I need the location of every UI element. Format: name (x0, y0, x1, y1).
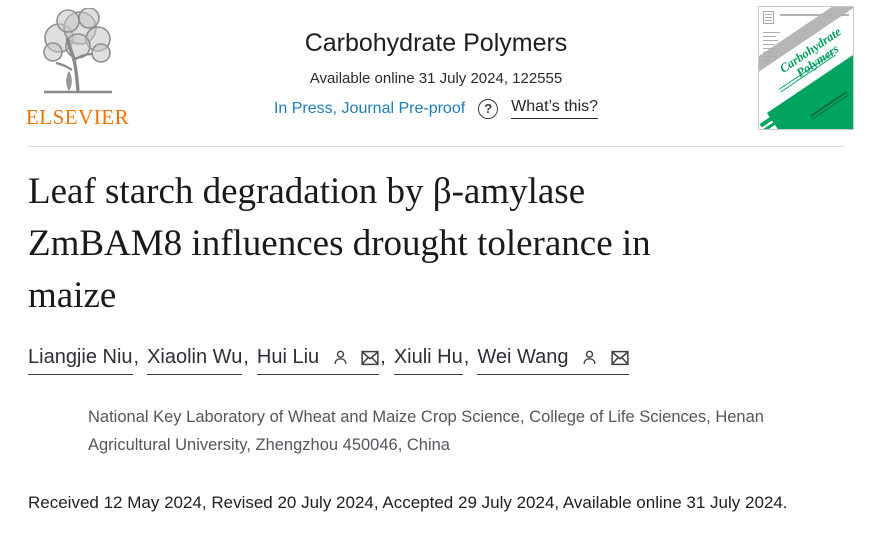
cover-top-text-line (836, 14, 849, 16)
person-icon[interactable] (581, 349, 598, 366)
person-icon[interactable] (332, 349, 349, 366)
author-link[interactable]: Hui Liu (256, 346, 320, 368)
article-title-line: maize (28, 275, 117, 316)
journal-header: Carbohydrate Polymers Available online 3… (273, 29, 599, 119)
author[interactable]: Wei Wang (477, 346, 629, 375)
author[interactable]: Xiaolin Wu (147, 346, 243, 375)
in-press-link[interactable]: In Press, Journal Pre-proof (273, 99, 466, 117)
elsevier-wordmark: ELSEVIER (25, 105, 130, 129)
author-link[interactable]: Xiaolin Wu (147, 346, 243, 368)
journal-cover-thumbnail[interactable]: Carbohydrate Polymers (758, 6, 854, 130)
help-icon[interactable]: ? (478, 98, 499, 119)
cover-editor-list (763, 32, 780, 64)
author-link[interactable]: Liangjie Niu (28, 346, 133, 368)
author-list: Liangjie Niu , Xiaolin Wu , Hui Liu , Xi… (28, 346, 629, 375)
dates-line: Received 12 May 2024, Revised 20 July 20… (28, 493, 788, 512)
whats-this-link[interactable]: What’s this? (511, 98, 599, 119)
envelope-icon[interactable] (610, 350, 629, 366)
header-divider (28, 146, 844, 147)
author-separator: , (243, 346, 249, 368)
cover-top-text-line (780, 14, 832, 16)
article-title: Leaf starch degradation by β-amylase ZmB… (28, 166, 844, 322)
author-link[interactable]: Wei Wang (477, 346, 569, 368)
author[interactable]: Xiuli Hu (393, 346, 463, 375)
author-link[interactable]: Xiuli Hu (393, 346, 463, 368)
cover-publisher-mark (763, 11, 774, 24)
available-online-text: Available online 31 July 2024, 122555 (309, 70, 563, 87)
journal-title[interactable]: Carbohydrate Polymers (304, 29, 568, 57)
author-separator: , (380, 346, 386, 368)
article-title-line: Leaf starch degradation by β-amylase (28, 171, 586, 212)
envelope-icon[interactable] (361, 350, 379, 366)
author-separator: , (133, 346, 140, 368)
elsevier-tree-icon (42, 7, 112, 94)
affiliation: National Key Laboratory of Wheat and Mai… (88, 408, 764, 454)
author-separator: , (463, 346, 470, 368)
elsevier-logo[interactable]: ELSEVIER (25, 7, 130, 130)
publication-status-row: In Press, Journal Pre-proof ? What’s thi… (273, 98, 599, 119)
author[interactable]: Hui Liu (256, 346, 380, 375)
article-title-line: ZmBAM8 influences drought tolerance in (28, 223, 651, 264)
author[interactable]: Liangjie Niu (28, 346, 133, 375)
